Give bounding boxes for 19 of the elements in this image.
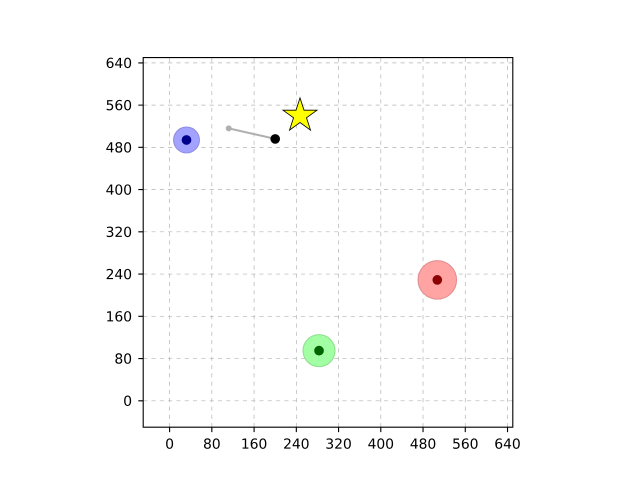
x-tick-label: 240 xyxy=(284,438,309,449)
x-tick-label: 80 xyxy=(204,438,220,449)
y-tick-label: 160 xyxy=(107,311,132,322)
x-tick-label: 400 xyxy=(368,438,394,449)
y-tick-label: 560 xyxy=(106,100,132,110)
y-tick-label: 640 xyxy=(106,58,132,68)
y-tick-label: 0 xyxy=(124,396,132,406)
x-tick-label: 0 xyxy=(166,438,174,449)
x-tick-label: 480 xyxy=(410,438,436,449)
y-tick-label: 480 xyxy=(106,142,132,153)
y-tick-label: 80 xyxy=(115,353,132,364)
y-tick-label: 400 xyxy=(106,184,132,195)
point xyxy=(226,125,232,132)
x-tick-label: 320 xyxy=(326,438,351,449)
y-tick-label: 240 xyxy=(106,268,132,280)
x-tick-label: 160 xyxy=(242,438,266,449)
x-tick-label: 640 xyxy=(495,438,520,449)
x-tick-label: 560 xyxy=(453,438,478,449)
y-tick-label: 320 xyxy=(106,226,132,238)
